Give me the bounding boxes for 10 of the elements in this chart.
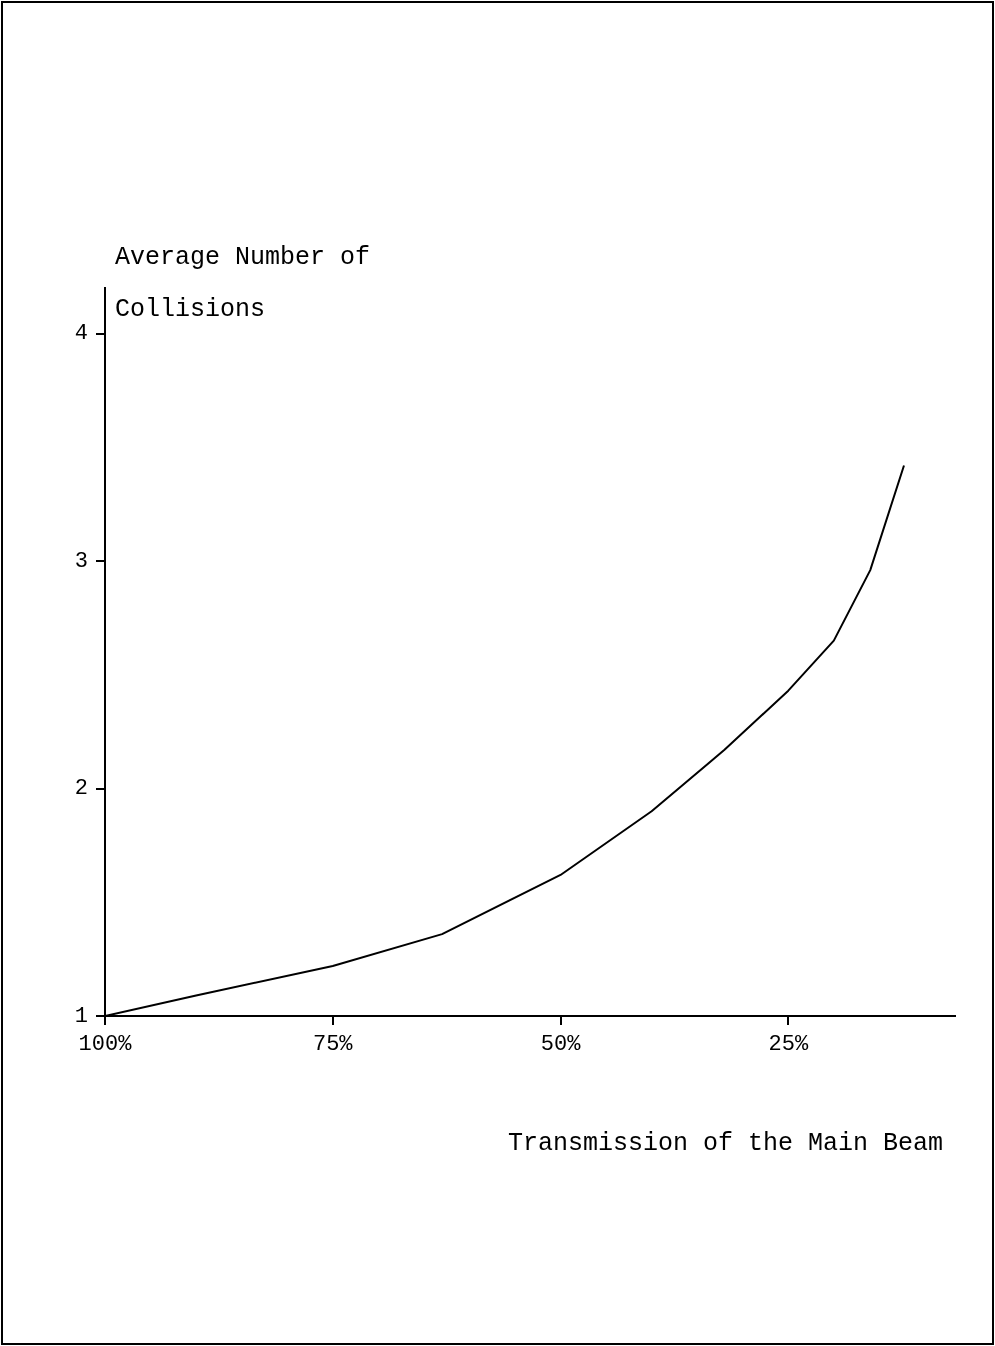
y-axis-title: Average Number of Collisions <box>115 242 372 326</box>
x-tick-label: 50% <box>540 1032 582 1058</box>
x-tick-label: 75% <box>312 1032 354 1058</box>
y-tick-label: 1 <box>74 1003 88 1029</box>
y-tick-label: 4 <box>74 321 88 347</box>
y-tick-label: 2 <box>74 776 88 802</box>
x-axis-title: Transmission of the Main Beam <box>507 1128 943 1160</box>
y-tick-label: 3 <box>74 548 88 574</box>
x-tick-label: 25% <box>768 1032 809 1058</box>
x-tick-label: 100% <box>78 1032 133 1058</box>
